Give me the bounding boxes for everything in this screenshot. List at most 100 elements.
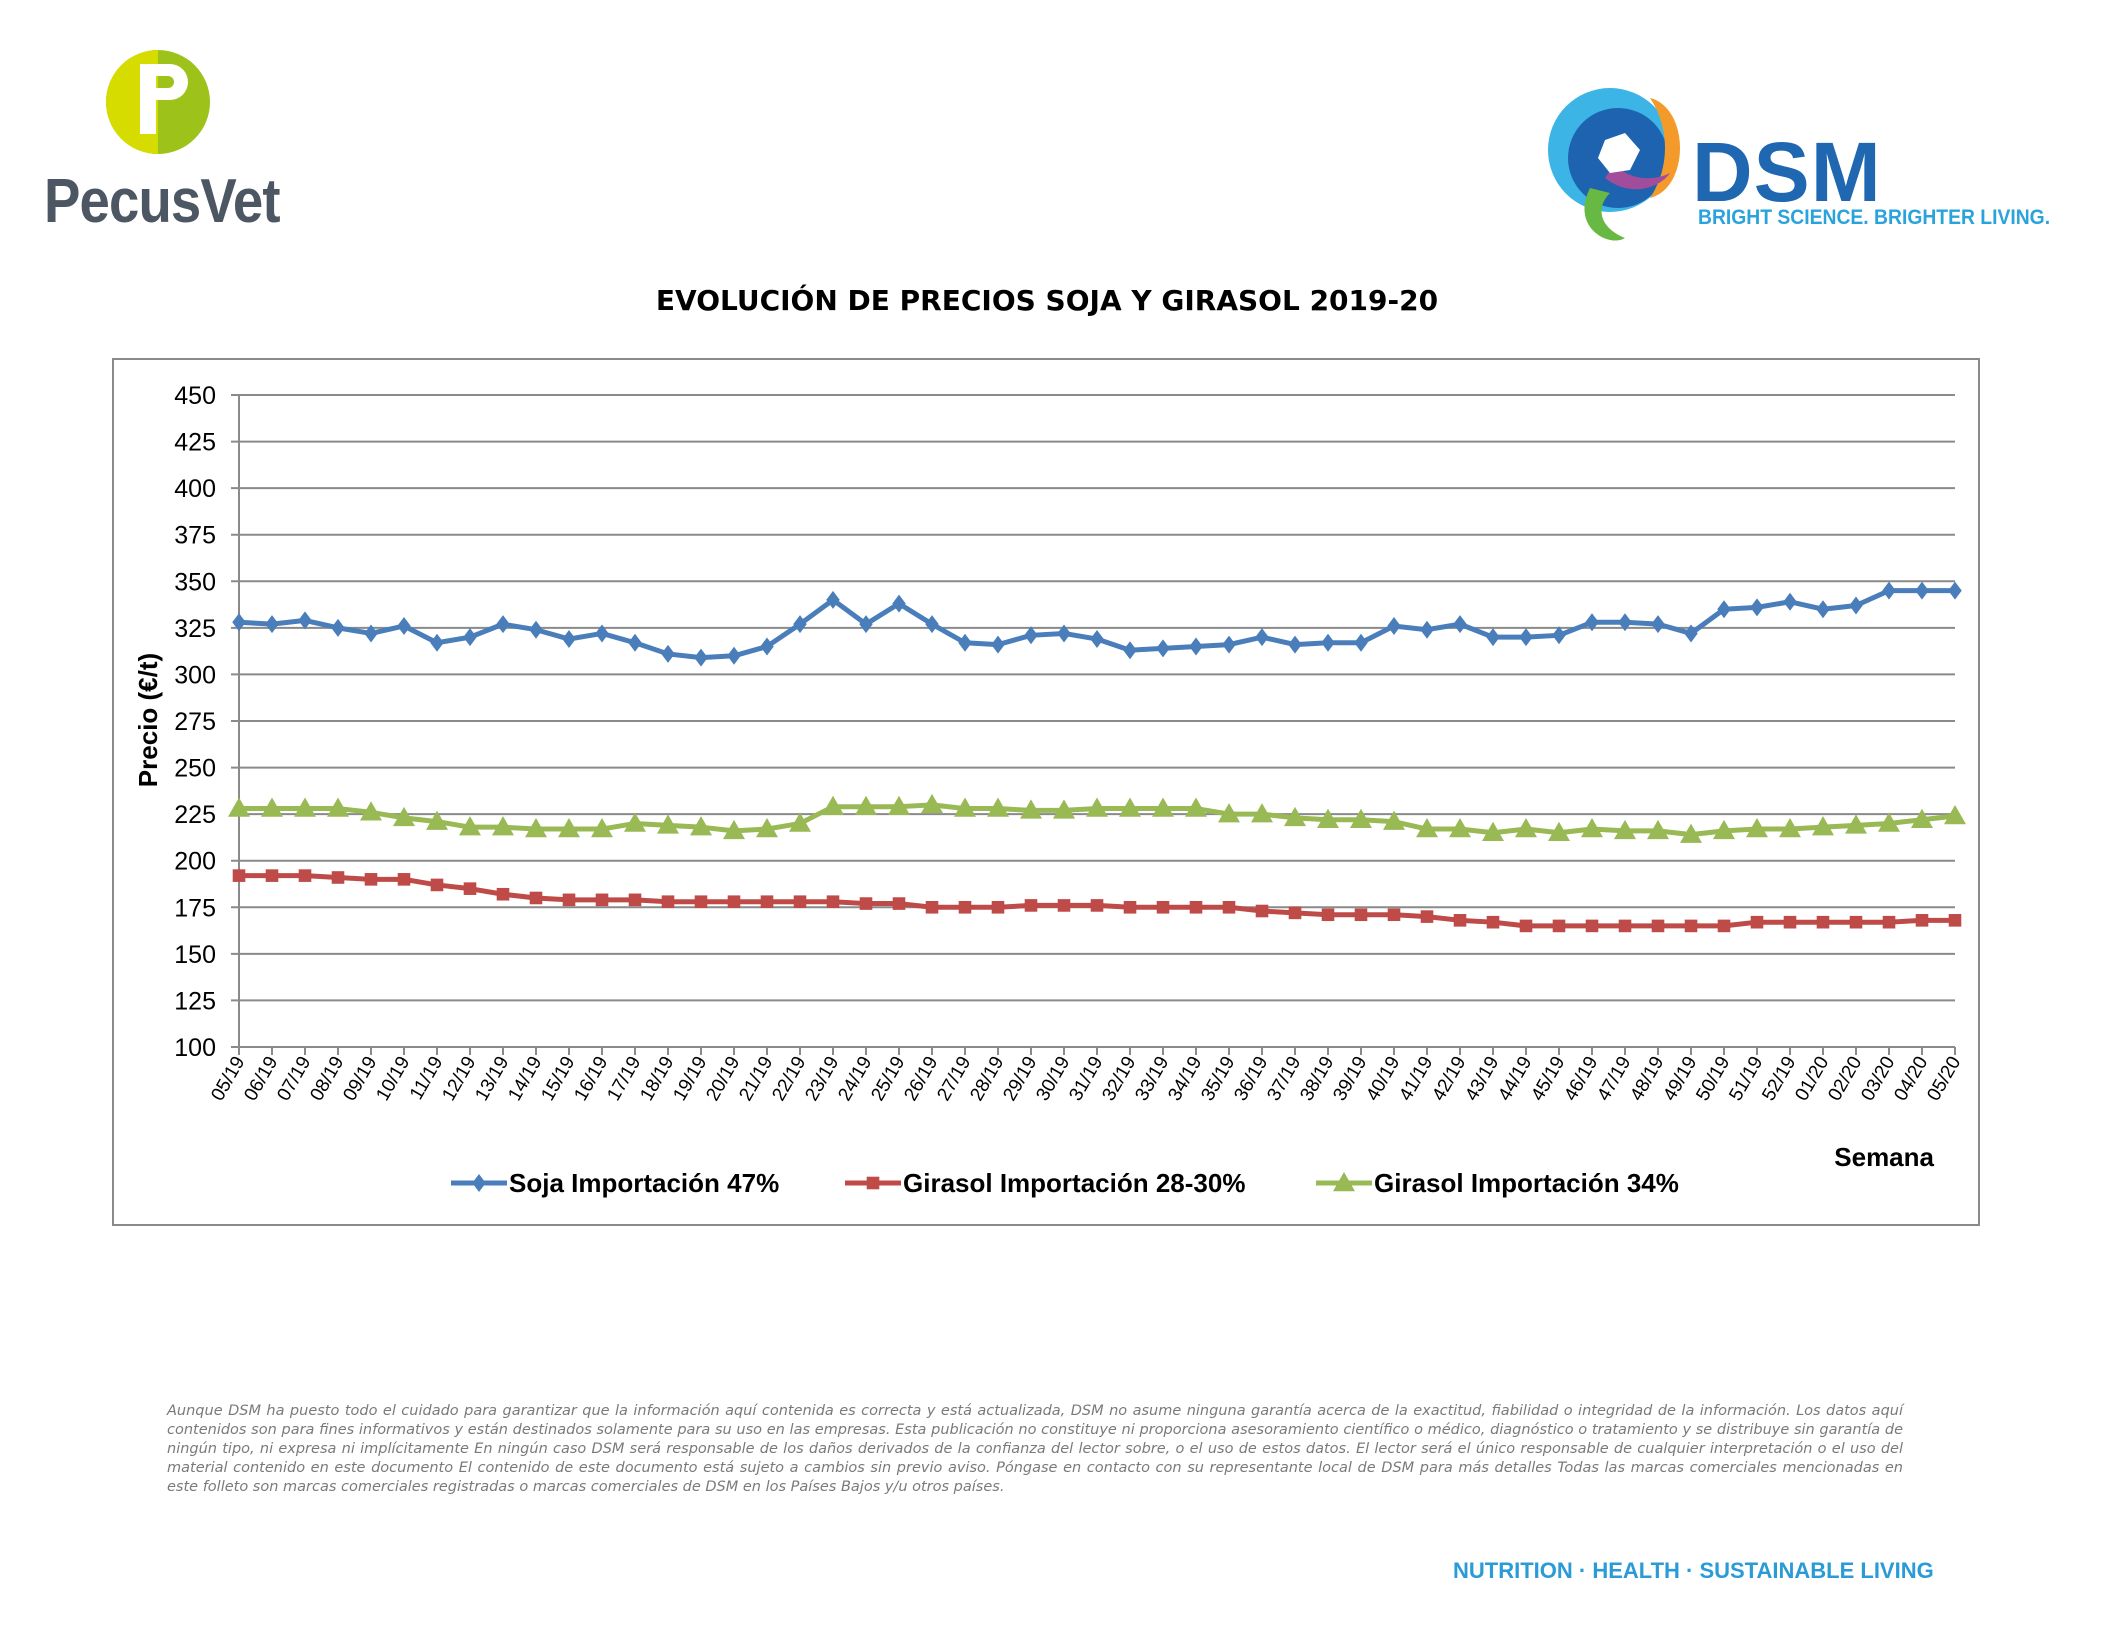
data-point [789, 812, 811, 832]
y-axis-title: Precio (€/t) [133, 653, 163, 787]
chart-frame [112, 358, 1980, 1226]
data-point [1581, 818, 1603, 838]
x-tick-label: 06/19 [240, 1053, 282, 1105]
x-tick-label: 17/19 [603, 1053, 645, 1105]
data-point [1222, 635, 1236, 654]
data-point [1416, 818, 1438, 838]
data-point [1123, 641, 1137, 660]
x-tick-label: 14/19 [504, 1053, 546, 1105]
data-point [1519, 919, 1533, 933]
data-point [1482, 821, 1504, 842]
data-point [1911, 808, 1933, 828]
data-point [525, 818, 547, 838]
x-tick-label: 25/19 [867, 1053, 909, 1105]
data-point [1878, 812, 1900, 832]
data-point [591, 818, 613, 838]
x-tick-label: 46/19 [1560, 1053, 1602, 1105]
data-point [760, 637, 774, 656]
data-point [987, 797, 1009, 817]
x-tick-label: 32/19 [1098, 1053, 1140, 1105]
data-point [1618, 919, 1632, 933]
data-point [1552, 626, 1566, 645]
data-point [529, 891, 543, 905]
data-point [232, 613, 246, 632]
data-point [1420, 910, 1434, 923]
data-point [694, 895, 708, 908]
x-tick-label: 13/19 [471, 1053, 513, 1105]
x-tick-label: 22/19 [768, 1053, 810, 1105]
data-point [628, 893, 642, 907]
x-tick-label: 15/19 [537, 1053, 579, 1105]
data-point [1948, 581, 1962, 600]
data-point [1189, 637, 1203, 656]
data-point [690, 816, 712, 836]
data-point [1387, 908, 1401, 922]
data-point [430, 878, 444, 892]
y-tick-label: 225 [174, 801, 216, 829]
data-point [228, 797, 250, 817]
data-point [1915, 581, 1929, 600]
x-tick-label: 12/19 [438, 1053, 480, 1105]
y-tick-label: 175 [174, 894, 216, 922]
data-point [496, 887, 510, 901]
x-tick-label: 50/19 [1692, 1053, 1734, 1105]
data-point [492, 816, 514, 836]
x-tick-label: 05/20 [1923, 1053, 1965, 1105]
data-point [1486, 915, 1500, 929]
data-point [1882, 581, 1896, 600]
data-point [1845, 814, 1867, 834]
data-point [826, 590, 840, 609]
data-point [1189, 900, 1203, 914]
y-tick-label: 150 [174, 941, 216, 969]
y-tick-label: 450 [174, 382, 216, 410]
data-point [1717, 919, 1731, 933]
data-point [397, 616, 411, 635]
x-tick-label: 37/19 [1263, 1053, 1305, 1105]
data-point [958, 633, 972, 652]
x-tick-label: 45/19 [1527, 1053, 1569, 1105]
x-tick-label: 34/19 [1164, 1053, 1206, 1105]
data-point [562, 630, 576, 649]
dsm-tagline: BRIGHT SCIENCE. BRIGHTER LIVING. [1698, 206, 2051, 229]
data-point [1185, 797, 1207, 817]
data-point [1057, 624, 1071, 643]
data-point [921, 793, 943, 814]
x-tick-label: 03/20 [1857, 1053, 1899, 1105]
data-point [1156, 639, 1170, 658]
data-point [1614, 819, 1636, 840]
x-tick-label: 24/19 [834, 1053, 876, 1105]
data-point [628, 633, 642, 652]
x-tick-label: 39/19 [1329, 1053, 1371, 1105]
data-point [1383, 810, 1405, 830]
data-point [393, 806, 415, 827]
x-tick-label: 33/19 [1131, 1053, 1173, 1105]
x-tick-label: 31/19 [1065, 1053, 1107, 1105]
data-point [1515, 818, 1537, 838]
x-tick-label: 41/19 [1395, 1053, 1437, 1105]
data-point [661, 895, 675, 908]
data-point [855, 795, 877, 815]
y-tick-label: 250 [174, 755, 216, 783]
x-tick-label: 10/19 [372, 1053, 414, 1105]
data-point [558, 818, 580, 838]
x-tick-label: 16/19 [570, 1053, 612, 1105]
data-point [298, 869, 312, 882]
data-point [723, 819, 745, 840]
data-point [1779, 818, 1801, 838]
x-tick-label: 29/19 [999, 1053, 1041, 1105]
data-point [991, 635, 1005, 654]
x-tick-label: 36/19 [1230, 1053, 1272, 1105]
data-point [595, 893, 609, 907]
data-point [331, 618, 345, 637]
data-point [1849, 915, 1863, 929]
x-tick-label: 40/19 [1362, 1053, 1404, 1105]
y-tick-label: 350 [174, 568, 216, 596]
data-point [430, 633, 444, 652]
data-point [1816, 600, 1830, 619]
data-point [760, 895, 774, 908]
data-point [1647, 819, 1669, 840]
x-tick-label: 23/19 [801, 1053, 843, 1105]
x-tick-label: 28/19 [966, 1053, 1008, 1105]
data-point [265, 615, 279, 634]
chart-title: EVOLUCIÓN DE PRECIOS SOJA Y GIRASOL 2019… [655, 284, 1439, 317]
